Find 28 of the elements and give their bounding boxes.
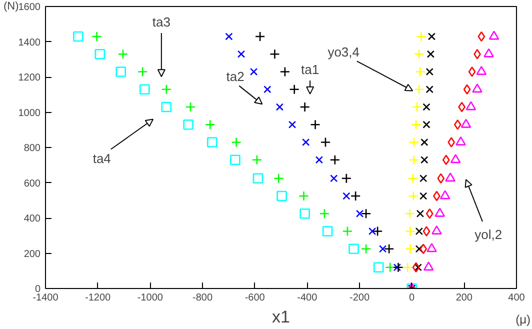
annotation: ta4 xyxy=(92,151,111,166)
annotation: ta2 xyxy=(226,69,244,84)
y-tick-label: 600 xyxy=(24,178,41,190)
y-tick-label: 800 xyxy=(24,143,41,154)
x-tick-label: -800 xyxy=(192,292,213,304)
x-tick-label: 200 xyxy=(456,292,473,304)
x-tick-label: -1000 xyxy=(137,292,164,304)
y-tick-label: 200 xyxy=(24,248,41,260)
annotation: yo3,4 xyxy=(328,44,360,60)
y-tick-label: 0 xyxy=(34,284,41,295)
x-axis-title: x1 xyxy=(272,308,290,326)
y-tick-label: 400 xyxy=(24,214,41,224)
annotation: yol,2 xyxy=(474,226,502,242)
x-tick-label: -1400 xyxy=(32,292,59,304)
x-tick-label: -400 xyxy=(297,292,318,304)
x-tick-label: -200 xyxy=(349,292,370,304)
y-tick-label: 1400 xyxy=(18,37,41,48)
x-tick-label: 0 xyxy=(409,292,416,304)
y-tick-label: 1000 xyxy=(18,108,41,119)
annotation: ta1 xyxy=(301,62,320,77)
x-tick-label: 400 xyxy=(508,292,526,304)
x-tick-label: -600 xyxy=(244,292,266,304)
annotation: ta3 xyxy=(152,14,170,30)
text: (μ) xyxy=(516,312,531,326)
y-tick-label: 1200 xyxy=(18,72,41,84)
y-axis-title: (N) xyxy=(4,0,19,12)
y-tick-label: 1600 xyxy=(18,2,41,13)
x-tick-label: -1200 xyxy=(85,292,112,304)
